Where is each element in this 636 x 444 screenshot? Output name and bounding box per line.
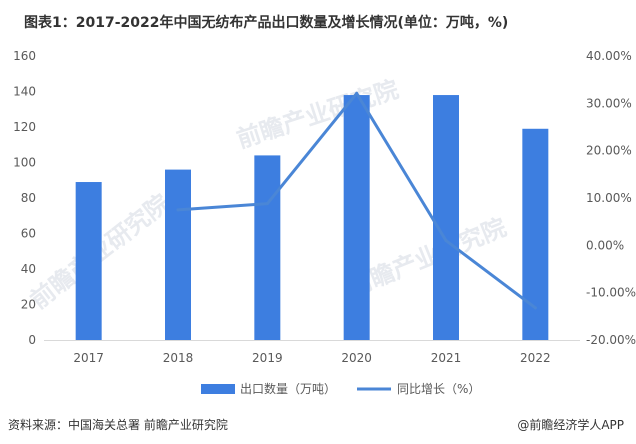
bar-2017 — [75, 182, 102, 340]
legend-bar-label: 出口数量（万吨） — [240, 381, 336, 396]
x-tick-2019: 2019 — [252, 351, 283, 365]
bar-2020 — [343, 95, 370, 340]
bar-series — [75, 95, 549, 340]
left-tick-0: 0 — [28, 333, 36, 347]
right-tick-6: 40.00% — [586, 49, 632, 63]
x-tick-2022: 2022 — [520, 351, 551, 365]
left-tick-1: 20 — [21, 298, 36, 312]
legend-bar-swatch — [201, 384, 235, 394]
right-tick-0: -20.00% — [586, 333, 636, 347]
brand-credit: @前瞻经济学人APP — [517, 418, 624, 432]
x-tick-2018: 2018 — [163, 351, 194, 365]
x-tick-2017: 2017 — [73, 351, 104, 365]
left-axis-ticks: 0 20 40 60 80 100 120 140 160 — [13, 49, 36, 347]
line-series — [176, 91, 537, 310]
bar-2021 — [433, 95, 459, 340]
right-tick-5: 30.00% — [586, 96, 632, 110]
growth-point-2019 — [265, 202, 269, 206]
left-tick-3: 60 — [21, 227, 36, 241]
chart-title: 图表1：2017-2022年中国无纺布产品出口数量及增长情况(单位：万吨，%) — [24, 15, 509, 31]
bar-2019 — [254, 155, 281, 340]
bar-2022 — [522, 128, 549, 340]
left-tick-4: 80 — [21, 191, 36, 205]
left-tick-5: 100 — [13, 156, 36, 170]
growth-point-2020 — [355, 91, 359, 95]
legend-line-label: 同比增长（%） — [397, 382, 480, 396]
x-tick-2021: 2021 — [431, 351, 462, 365]
right-tick-3: 10.00% — [586, 191, 632, 205]
right-axis-ticks: -20.00% -10.00% 0.00% 10.00% 20.00% 30.00% 40.… — [586, 49, 636, 347]
left-tick-6: 120 — [13, 120, 36, 134]
growth-point-2018 — [176, 208, 180, 212]
bar-2018 — [165, 169, 191, 340]
right-tick-4: 20.00% — [586, 144, 632, 158]
x-tick-2020: 2020 — [341, 351, 372, 365]
growth-point-2022 — [533, 306, 537, 310]
left-tick-8: 160 — [13, 49, 36, 63]
x-axis-ticks: 2017 2018 2019 2020 2021 2022 — [73, 351, 550, 365]
right-tick-2: 0.00% — [586, 238, 624, 252]
left-tick-7: 140 — [13, 85, 36, 99]
growth-point-2021 — [444, 239, 448, 243]
right-tick-1: -10.00% — [586, 286, 636, 300]
source-note: 资料来源：中国海关总署 前瞻产业研究院 — [8, 418, 228, 432]
left-tick-2: 40 — [21, 262, 36, 276]
legend: 出口数量（万吨） 同比增长（%） — [201, 381, 480, 396]
